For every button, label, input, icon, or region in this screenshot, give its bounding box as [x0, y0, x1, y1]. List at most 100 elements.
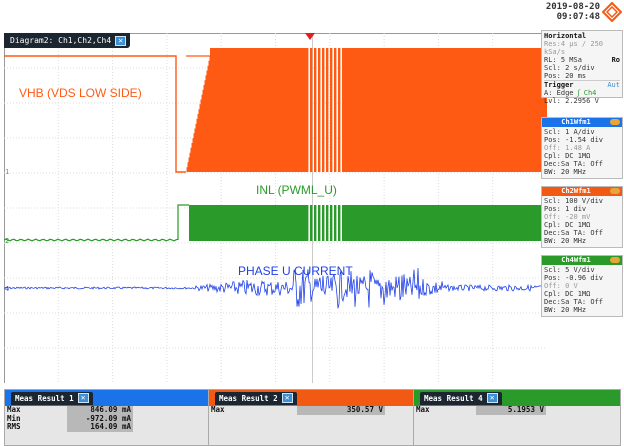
meas-result-4-title: Meas Result 4	[424, 393, 483, 403]
ch1-line: Scl: 1 A/div	[544, 128, 595, 136]
horizontal-position: Pos: 20 ms	[544, 72, 587, 80]
ch2-trace	[4, 238, 179, 242]
meas-result-1-header[interactable]: Meas Result 1 ✕	[5, 390, 209, 406]
ch2-wfm-title: Ch2Wfm1	[561, 187, 591, 195]
ch1-pulse	[342, 48, 345, 172]
horizontal-record-length: RL: 5 MSa	[544, 56, 582, 64]
meas-result-4-tab[interactable]: Meas Result 4 ✕	[420, 391, 502, 405]
ch2-edge	[177, 204, 189, 240]
ch1-toggle-icon[interactable]	[610, 119, 620, 125]
ch2-pulse	[330, 205, 333, 241]
meas-result-2-panel[interactable]: Meas Result 2 ✕ Max 350.57 V	[208, 389, 414, 446]
ch1-line: Pos: -1.54 div	[544, 136, 604, 144]
ch1-wfm-panel[interactable]: Ch1Wfm1 Scl: 1 A/div Pos: -1.54 div Off:…	[541, 117, 623, 179]
meas-value: 350.57 V	[297, 405, 385, 415]
vhb-label: VHB (VDS LOW SIDE)	[19, 86, 142, 100]
trigger-marker-icon	[305, 33, 315, 40]
meas-result-2-close-icon[interactable]: ✕	[281, 393, 293, 403]
meas-result-1-tab[interactable]: Meas Result 1 ✕	[11, 391, 93, 405]
ch2-pulse	[338, 205, 341, 241]
ch2-pulse	[310, 205, 313, 241]
horizontal-scale: Scl: 2 s/div	[544, 64, 595, 72]
meas-key: Max	[416, 405, 430, 414]
ch4-wfm-panel[interactable]: Ch4Wfm1 Scl: 5 V/div Pos: -0.96 div Off:…	[541, 255, 623, 317]
trigger-edge-icon: ʃ	[576, 89, 581, 97]
ch4-line: Off: 0 V	[544, 282, 578, 290]
ch1-pulse	[322, 48, 325, 172]
meas-result-4-panel[interactable]: Meas Result 4 ✕ Max 5.1953 V	[413, 389, 621, 446]
meas-result-4-header[interactable]: Meas Result 4 ✕	[414, 390, 620, 406]
ch1-ramp	[186, 56, 211, 172]
ch4-line: Cpl: DC 1MΩ	[544, 290, 591, 298]
timestamp: 2019-08-20 09:07:48	[540, 2, 600, 22]
ch2-toggle-icon[interactable]	[610, 188, 620, 194]
horizontal-trigger-panel[interactable]: Horizontal Res:4 µs / 250 kSa/s RL: 5 MS…	[541, 30, 623, 105]
ch1-wfm-header[interactable]: Ch1Wfm1	[542, 118, 622, 127]
trigger-source: Ch4	[583, 89, 597, 97]
ch2-line: Dec:Sa TA: Off	[544, 229, 604, 237]
ch1-pulse	[314, 48, 317, 172]
meas-row: RMS 164.09 mA	[5, 422, 209, 432]
ch4-line: Pos: -0.96 div	[544, 274, 604, 282]
ch2-block	[344, 205, 547, 241]
meas-result-4-close-icon[interactable]: ✕	[486, 393, 498, 403]
ch1-pulse	[334, 48, 337, 172]
ch4-wfm-header[interactable]: Ch4Wfm1	[542, 256, 622, 265]
meas-result-1-panel[interactable]: Meas Result 1 ✕ Max 846.09 mA Min -972.0…	[4, 389, 210, 446]
diagram-tab-title: Diagram2: Ch1,Ch2,Ch4	[10, 36, 112, 45]
ch4-wfm-title: Ch4Wfm1	[561, 256, 591, 264]
meas-value: 846.09 mA	[67, 405, 133, 415]
ch2-marker: 2	[5, 237, 9, 245]
diagram-tab[interactable]: Diagram2: Ch1,Ch2,Ch4 ✕	[4, 33, 131, 48]
ch1-line: Off: 1.48 A	[544, 144, 591, 152]
ch1-pulse	[310, 48, 313, 172]
trigger-title: Trigger	[544, 81, 574, 89]
ch2-wfm-header[interactable]: Ch2Wfm1	[542, 187, 622, 196]
meas-key: Max	[7, 405, 21, 414]
meas-result-1-close-icon[interactable]: ✕	[77, 393, 89, 403]
ch2-block	[189, 205, 306, 241]
date-text: 2019-08-20	[545, 2, 600, 12]
ch2-line: Scl: 100 V/div	[544, 197, 604, 205]
horizontal-resolution: Res:4 µs / 250 kSa/s	[544, 40, 604, 56]
ch2-pulse	[314, 205, 317, 241]
waveform-plot[interactable]: 1 2 4	[4, 33, 547, 383]
meas-value: 5.1953 V	[476, 405, 546, 415]
ch4-marker: 4	[5, 285, 9, 293]
ch1-block	[344, 48, 547, 172]
ch2-wfm-panel[interactable]: Ch2Wfm1 Scl: 100 V/div Pos: 1 div Off: -…	[541, 186, 623, 248]
ch4-trace	[4, 267, 547, 309]
ch1-block	[210, 48, 306, 172]
meas-row: Max 846.09 mA	[5, 405, 209, 415]
horizontal-record-flag: Ro	[611, 56, 620, 64]
trigger-type: A: Edge	[544, 89, 574, 97]
phase-label: PHASE U CURRENT	[238, 264, 353, 278]
meas-key: Min	[7, 413, 21, 423]
ch2-pulse	[334, 205, 337, 241]
trigger-mode: Aut	[607, 81, 620, 89]
ch2-line: Pos: 1 div	[544, 205, 587, 213]
ch1-pulse	[318, 48, 321, 172]
ch1-wfm-title: Ch1Wfm1	[561, 118, 591, 126]
ch1-line: Cpl: DC 1MΩ	[544, 152, 591, 160]
horizontal-title: Horizontal	[544, 32, 587, 40]
meas-result-1-title: Meas Result 1	[15, 393, 74, 403]
meas-key: RMS	[7, 422, 21, 431]
ch2-pulse	[342, 205, 345, 241]
meas-result-2-header[interactable]: Meas Result 2 ✕	[209, 390, 413, 406]
ch1-trace	[4, 55, 186, 173]
diagram-close-icon[interactable]: ✕	[115, 35, 127, 46]
meas-result-2-tab[interactable]: Meas Result 2 ✕	[215, 391, 297, 405]
ch4-line: Dec:Sa TA: Off	[544, 298, 604, 306]
ch1-pulse	[326, 48, 329, 172]
ch4-toggle-icon[interactable]	[610, 257, 620, 263]
ch4-line: BW: 20 MHz	[544, 306, 587, 314]
ch4-line: Scl: 5 V/div	[544, 266, 595, 274]
ch2-line: Off: -20 mV	[544, 213, 591, 221]
ch1-pulse	[338, 48, 341, 172]
ch1-line: BW: 20 MHz	[544, 168, 587, 176]
meas-result-2-title: Meas Result 2	[219, 393, 278, 403]
time-text: 09:07:48	[556, 12, 600, 22]
ch2-pulse	[326, 205, 329, 241]
